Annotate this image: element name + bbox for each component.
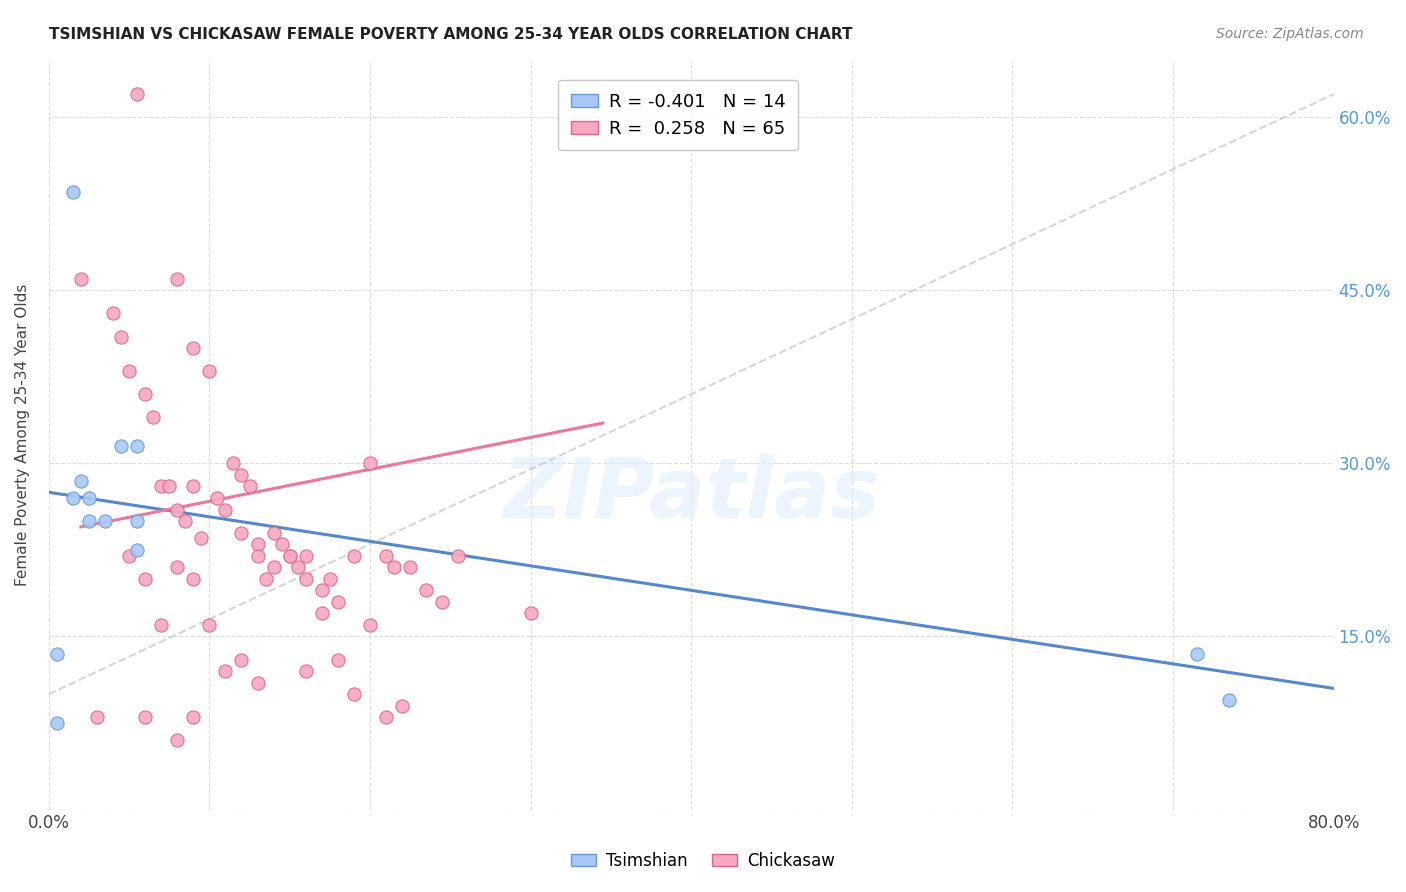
Point bbox=[127, 543, 149, 558]
Point bbox=[311, 607, 333, 621]
Point bbox=[70, 272, 93, 286]
Point bbox=[77, 491, 100, 505]
Point bbox=[415, 583, 437, 598]
Point bbox=[391, 698, 413, 713]
Point bbox=[359, 457, 381, 471]
Point bbox=[294, 572, 316, 586]
Point bbox=[127, 514, 149, 528]
Point bbox=[45, 647, 67, 661]
Point bbox=[70, 474, 93, 488]
Point bbox=[45, 716, 67, 731]
Point bbox=[399, 560, 422, 574]
Point bbox=[326, 595, 349, 609]
Point bbox=[62, 491, 84, 505]
Point bbox=[150, 618, 173, 632]
Point bbox=[343, 549, 366, 563]
Text: ZIPatlas: ZIPatlas bbox=[502, 454, 880, 535]
Point bbox=[263, 525, 285, 540]
Point bbox=[166, 560, 188, 574]
Point bbox=[134, 387, 156, 401]
Point bbox=[382, 560, 405, 574]
Point bbox=[127, 439, 149, 453]
Point bbox=[375, 710, 398, 724]
Point bbox=[127, 87, 149, 102]
Point bbox=[359, 618, 381, 632]
Point bbox=[142, 410, 165, 425]
Point bbox=[110, 329, 132, 343]
Point bbox=[86, 710, 108, 724]
Point bbox=[231, 467, 253, 482]
Point bbox=[254, 572, 277, 586]
Point bbox=[432, 595, 454, 609]
Point bbox=[77, 514, 100, 528]
Point bbox=[214, 502, 236, 516]
Point bbox=[326, 652, 349, 666]
Point bbox=[118, 364, 141, 378]
Point bbox=[198, 364, 221, 378]
Point bbox=[246, 675, 269, 690]
Point bbox=[134, 572, 156, 586]
Legend: R = -0.401   N = 14, R =  0.258   N = 65: R = -0.401 N = 14, R = 0.258 N = 65 bbox=[558, 80, 799, 150]
Point bbox=[207, 491, 229, 505]
Point bbox=[174, 514, 197, 528]
Point bbox=[101, 306, 124, 320]
Point bbox=[231, 525, 253, 540]
Point bbox=[134, 710, 156, 724]
Point bbox=[62, 186, 84, 200]
Point bbox=[231, 652, 253, 666]
Point bbox=[214, 664, 236, 678]
Point bbox=[343, 687, 366, 701]
Point bbox=[278, 549, 301, 563]
Point bbox=[222, 457, 245, 471]
Point bbox=[246, 537, 269, 551]
Point bbox=[287, 560, 309, 574]
Point bbox=[181, 479, 204, 493]
Text: TSIMSHIAN VS CHICKASAW FEMALE POVERTY AMONG 25-34 YEAR OLDS CORRELATION CHART: TSIMSHIAN VS CHICKASAW FEMALE POVERTY AM… bbox=[49, 27, 852, 42]
Point bbox=[1218, 693, 1240, 707]
Point bbox=[198, 618, 221, 632]
Point bbox=[181, 572, 204, 586]
Point bbox=[278, 549, 301, 563]
Point bbox=[311, 583, 333, 598]
Point bbox=[375, 549, 398, 563]
Point bbox=[181, 341, 204, 355]
Point bbox=[238, 479, 260, 493]
Legend: Tsimshian, Chickasaw: Tsimshian, Chickasaw bbox=[564, 846, 842, 877]
Point bbox=[166, 272, 188, 286]
Point bbox=[1185, 647, 1208, 661]
Text: Source: ZipAtlas.com: Source: ZipAtlas.com bbox=[1216, 27, 1364, 41]
Y-axis label: Female Poverty Among 25-34 Year Olds: Female Poverty Among 25-34 Year Olds bbox=[15, 284, 30, 586]
Point bbox=[270, 537, 292, 551]
Point bbox=[190, 532, 212, 546]
Point bbox=[181, 710, 204, 724]
Point bbox=[263, 560, 285, 574]
Point bbox=[166, 502, 188, 516]
Point bbox=[319, 572, 342, 586]
Point bbox=[447, 549, 470, 563]
Point bbox=[94, 514, 117, 528]
Point bbox=[110, 439, 132, 453]
Point bbox=[294, 664, 316, 678]
Point bbox=[294, 549, 316, 563]
Point bbox=[150, 479, 173, 493]
Point bbox=[246, 549, 269, 563]
Point bbox=[118, 549, 141, 563]
Point bbox=[166, 733, 188, 747]
Point bbox=[157, 479, 180, 493]
Point bbox=[519, 607, 541, 621]
